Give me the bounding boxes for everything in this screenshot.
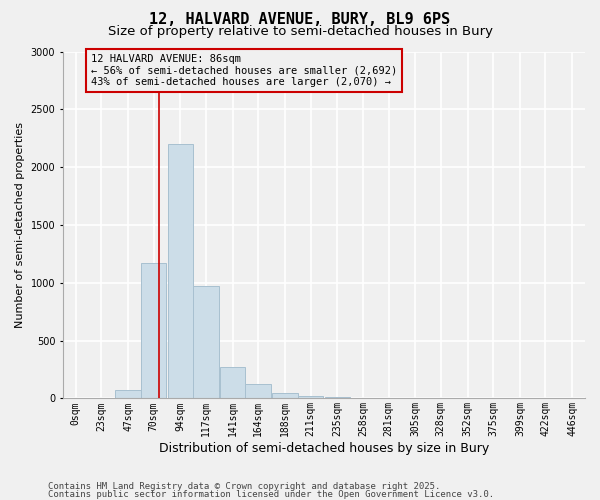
Bar [167,144,193,399]
Bar [272,392,298,398]
Bar [220,366,245,398]
Bar [115,390,141,398]
Y-axis label: Number of semi-detached properties: Number of semi-detached properties [15,122,25,328]
Text: 12, HALVARD AVENUE, BURY, BL9 6PS: 12, HALVARD AVENUE, BURY, BL9 6PS [149,12,451,28]
Bar [245,384,271,398]
Text: 12 HALVARD AVENUE: 86sqm
← 56% of semi-detached houses are smaller (2,692)
43% o: 12 HALVARD AVENUE: 86sqm ← 56% of semi-d… [91,54,397,87]
Bar [141,262,166,398]
Text: Contains HM Land Registry data © Crown copyright and database right 2025.: Contains HM Land Registry data © Crown c… [48,482,440,491]
Text: Size of property relative to semi-detached houses in Bury: Size of property relative to semi-detach… [107,25,493,38]
Bar [193,286,219,399]
Text: Contains public sector information licensed under the Open Government Licence v3: Contains public sector information licen… [48,490,494,499]
X-axis label: Distribution of semi-detached houses by size in Bury: Distribution of semi-detached houses by … [159,442,489,455]
Bar [298,396,323,398]
